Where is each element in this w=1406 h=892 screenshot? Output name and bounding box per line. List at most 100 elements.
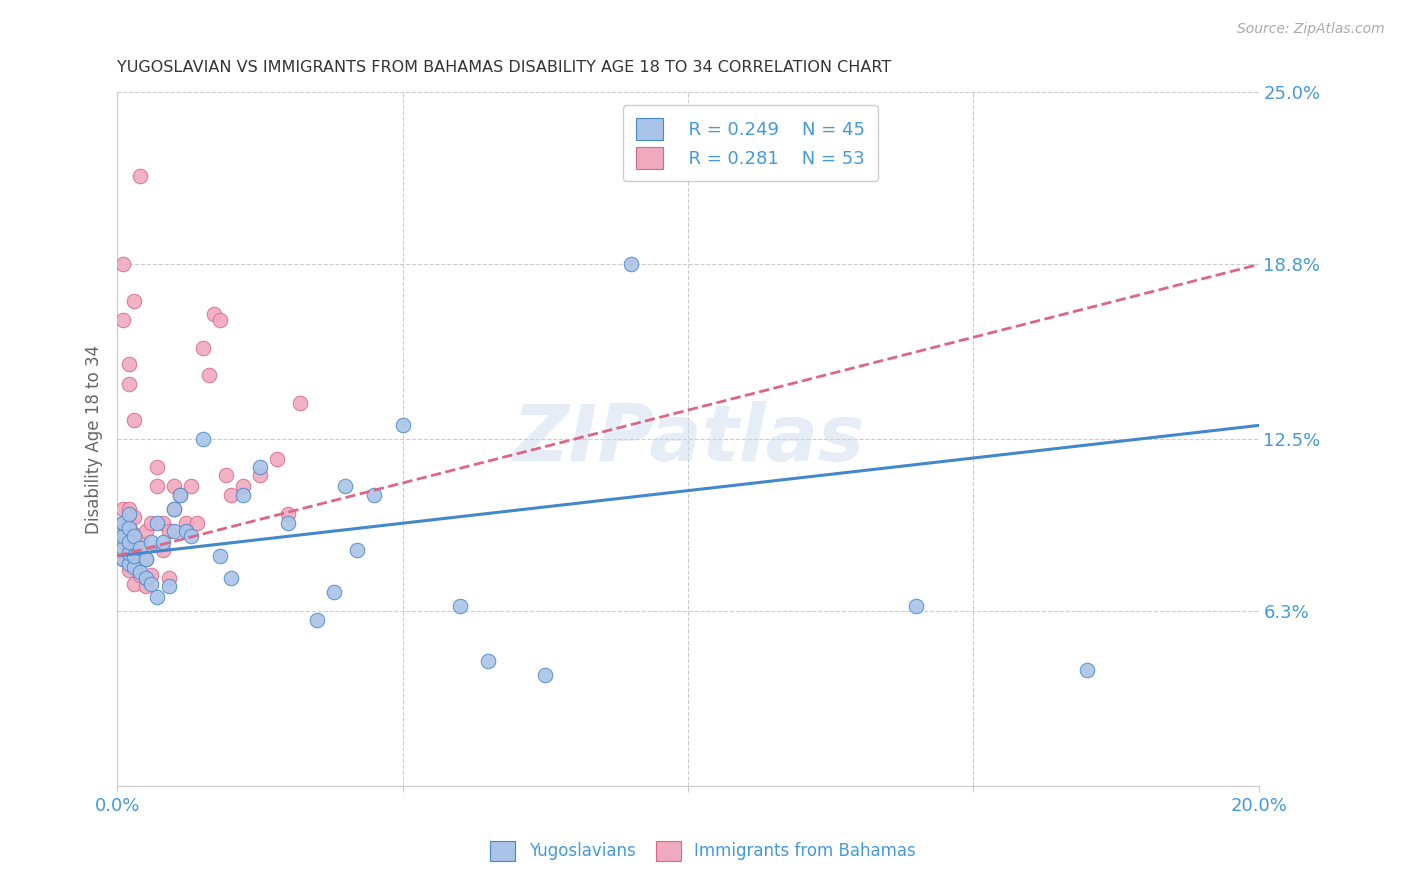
- Point: [221, 488, 243, 502]
- Point: [117, 516, 139, 530]
- Point: [249, 468, 271, 483]
- Point: [214, 468, 236, 483]
- Point: [169, 488, 191, 502]
- Point: [124, 293, 146, 308]
- Point: [905, 599, 928, 613]
- Point: [146, 460, 169, 475]
- Point: [124, 557, 146, 571]
- Point: [117, 501, 139, 516]
- Point: [117, 507, 139, 521]
- Point: [117, 546, 139, 560]
- Point: [124, 549, 146, 563]
- Point: [129, 169, 152, 183]
- Point: [346, 543, 368, 558]
- Point: [288, 396, 311, 410]
- Point: [180, 529, 202, 543]
- Point: [323, 585, 346, 599]
- Point: [111, 313, 134, 327]
- Point: [163, 524, 186, 538]
- Point: [117, 357, 139, 371]
- Point: [135, 551, 157, 566]
- Point: [202, 307, 225, 321]
- Point: [277, 507, 299, 521]
- Point: [129, 535, 152, 549]
- Point: [146, 591, 169, 605]
- Point: [146, 479, 169, 493]
- Point: [277, 516, 299, 530]
- Point: [124, 541, 146, 555]
- Y-axis label: Disability Age 18 to 34: Disability Age 18 to 34: [86, 344, 103, 533]
- Point: [146, 516, 169, 530]
- Point: [191, 341, 214, 355]
- Text: YUGOSLAVIAN VS IMMIGRANTS FROM BAHAMAS DISABILITY AGE 18 TO 34 CORRELATION CHART: YUGOSLAVIAN VS IMMIGRANTS FROM BAHAMAS D…: [117, 60, 891, 75]
- Point: [157, 524, 180, 538]
- Point: [111, 524, 134, 538]
- Point: [117, 529, 139, 543]
- Point: [117, 549, 139, 563]
- Point: [186, 516, 208, 530]
- Point: [124, 576, 146, 591]
- Point: [163, 501, 186, 516]
- Point: [141, 535, 163, 549]
- Point: [180, 479, 202, 493]
- Point: [111, 501, 134, 516]
- Point: [174, 516, 197, 530]
- Point: [117, 557, 139, 571]
- Point: [111, 551, 134, 566]
- Point: [111, 257, 134, 271]
- Point: [135, 551, 157, 566]
- Point: [391, 418, 413, 433]
- Point: [191, 432, 214, 446]
- Point: [111, 516, 134, 530]
- Point: [117, 535, 139, 549]
- Point: [152, 535, 174, 549]
- Point: [534, 668, 557, 682]
- Point: [117, 376, 139, 391]
- Point: [305, 613, 328, 627]
- Point: [117, 563, 139, 577]
- Point: [111, 529, 134, 543]
- Legend: Yugoslavians, Immigrants from Bahamas: Yugoslavians, Immigrants from Bahamas: [484, 834, 922, 868]
- Point: [117, 541, 139, 555]
- Point: [111, 551, 134, 566]
- Point: [141, 568, 163, 582]
- Legend:   R = 0.249    N = 45,   R = 0.281    N = 53: R = 0.249 N = 45, R = 0.281 N = 53: [623, 105, 879, 181]
- Point: [135, 579, 157, 593]
- Point: [141, 516, 163, 530]
- Point: [135, 571, 157, 585]
- Point: [477, 654, 499, 668]
- Point: [1076, 663, 1098, 677]
- Point: [620, 257, 643, 271]
- Text: ZIPatlas: ZIPatlas: [512, 401, 865, 477]
- Point: [163, 479, 186, 493]
- Point: [124, 526, 146, 541]
- Point: [449, 599, 471, 613]
- Point: [174, 524, 197, 538]
- Point: [157, 579, 180, 593]
- Point: [208, 549, 231, 563]
- Point: [152, 516, 174, 530]
- Point: [129, 566, 152, 580]
- Point: [124, 560, 146, 574]
- Point: [363, 488, 385, 502]
- Point: [221, 571, 243, 585]
- Point: [152, 543, 174, 558]
- Point: [197, 368, 219, 383]
- Point: [169, 488, 191, 502]
- Point: [129, 541, 152, 555]
- Point: [249, 460, 271, 475]
- Point: [135, 524, 157, 538]
- Point: [129, 568, 152, 582]
- Point: [232, 479, 254, 493]
- Point: [117, 521, 139, 535]
- Point: [157, 571, 180, 585]
- Text: Source: ZipAtlas.com: Source: ZipAtlas.com: [1237, 22, 1385, 37]
- Point: [124, 510, 146, 524]
- Point: [266, 451, 288, 466]
- Point: [232, 488, 254, 502]
- Point: [208, 313, 231, 327]
- Point: [111, 516, 134, 530]
- Point: [111, 535, 134, 549]
- Point: [335, 479, 357, 493]
- Point: [163, 501, 186, 516]
